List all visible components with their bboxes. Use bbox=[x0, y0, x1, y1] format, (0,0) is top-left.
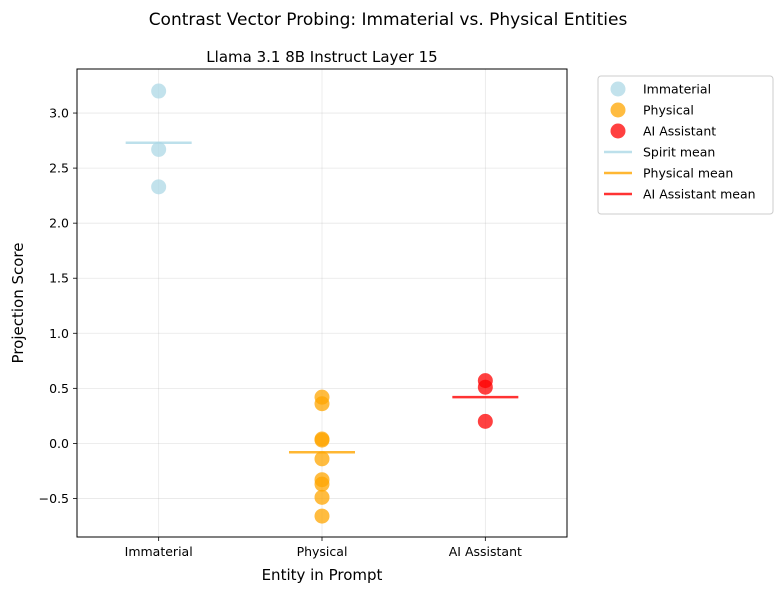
legend-frame bbox=[597, 75, 774, 215]
x-axis-label: Entity in Prompt bbox=[262, 566, 383, 584]
y-tick-label: 2.5 bbox=[49, 161, 69, 176]
y-tick-label: 0.0 bbox=[49, 436, 69, 451]
data-point bbox=[314, 489, 330, 505]
y-tick-label: −0.5 bbox=[39, 491, 69, 506]
legend-label: Immaterial bbox=[643, 82, 711, 97]
data-point bbox=[477, 379, 493, 395]
gridlines bbox=[77, 69, 567, 537]
y-axis-label: Projection Score bbox=[9, 243, 27, 364]
legend-label: Physical bbox=[643, 103, 694, 118]
data-point bbox=[314, 396, 330, 412]
y-tick-label: 3.0 bbox=[49, 106, 69, 121]
y-axis-ticks: −0.5 0.0 0.5 1.0 1.5 2.0 2.5 3.0 bbox=[39, 106, 77, 506]
legend-marker bbox=[610, 81, 626, 97]
legend-marker bbox=[610, 123, 626, 139]
x-tick-label: Immaterial bbox=[125, 544, 193, 559]
data-point bbox=[151, 179, 167, 195]
legend: Immaterial Physical AI Assistant Spirit mea… bbox=[597, 75, 774, 215]
y-tick-label: 1.0 bbox=[49, 326, 69, 341]
legend-label: AI Assistant bbox=[643, 124, 716, 139]
data-point bbox=[314, 432, 330, 448]
x-axis-ticks: Immaterial Physical AI Assistant bbox=[125, 537, 522, 559]
data-point bbox=[314, 476, 330, 492]
y-tick-label: 1.5 bbox=[49, 271, 69, 286]
legend-label: Spirit mean bbox=[643, 145, 715, 160]
x-tick-label: Physical bbox=[297, 544, 348, 559]
y-tick-label: 0.5 bbox=[49, 381, 69, 396]
data-point bbox=[477, 413, 493, 429]
figure-suptitle: Contrast Vector Probing: Immaterial vs. … bbox=[149, 10, 628, 30]
y-tick-label: 2.0 bbox=[49, 216, 69, 231]
data-point bbox=[151, 141, 167, 157]
data-point bbox=[151, 83, 167, 99]
chart-title: Llama 3.1 8B Instruct Layer 15 bbox=[206, 48, 437, 66]
legend-label: Physical mean bbox=[643, 166, 733, 181]
data-points bbox=[151, 83, 493, 524]
x-tick-label: AI Assistant bbox=[449, 544, 522, 559]
data-point bbox=[314, 508, 330, 524]
legend-marker bbox=[610, 102, 626, 118]
legend-label: AI Assistant mean bbox=[643, 187, 756, 202]
data-point bbox=[314, 451, 330, 467]
